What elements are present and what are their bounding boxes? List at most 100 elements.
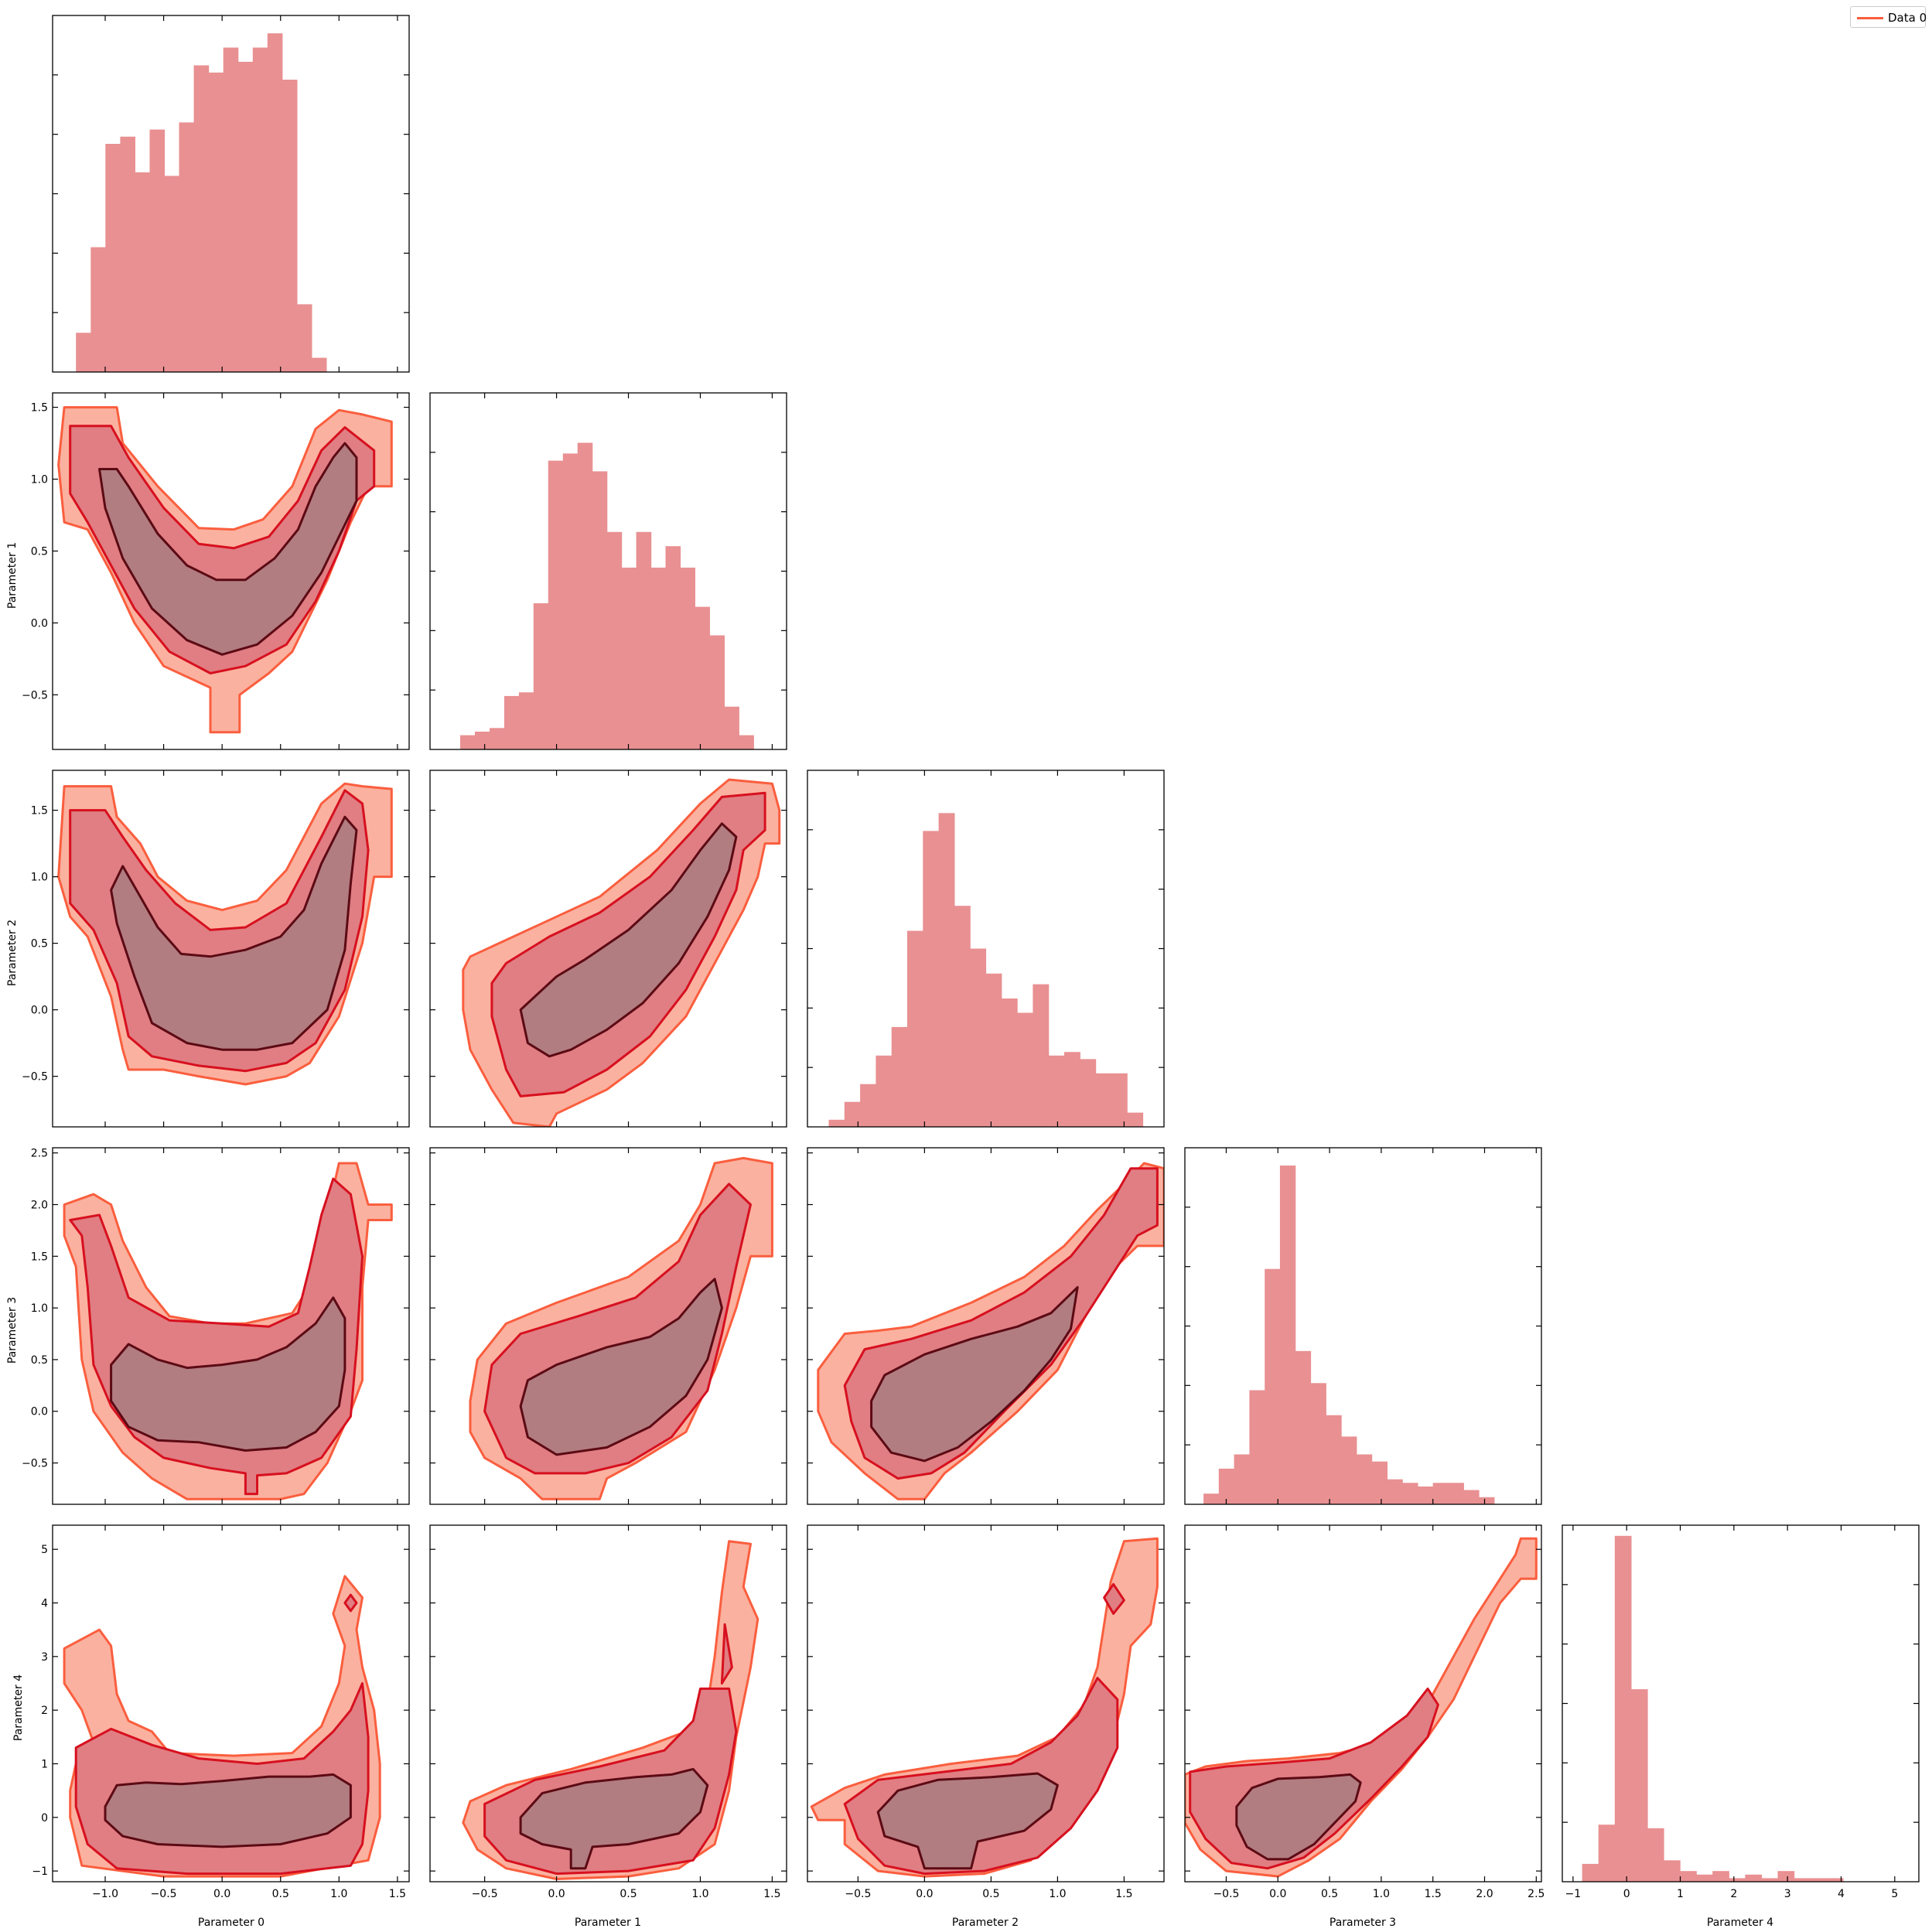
xtick-label-4-6: 5	[1891, 1888, 1898, 1900]
histogram-bar-parameter-0-6	[164, 176, 180, 372]
histogram-bar-parameter-2-5	[907, 930, 923, 1128]
histogram-bar-parameter-1-15	[680, 567, 695, 749]
ytick-label-3-6: 2.5	[31, 1148, 48, 1160]
panel-4-4: −1 0 1 2 3 4 5	[1562, 1524, 1920, 1900]
histogram-bar-parameter-1-14	[665, 546, 681, 749]
histogram-bar-parameter-4-6	[1680, 1871, 1697, 1882]
xtick-label-2-1: 0.0	[916, 1888, 933, 1900]
histogram-bar-parameter-3-2	[1234, 1454, 1250, 1504]
histogram-bar-parameter-0-2	[105, 144, 121, 372]
xlabel-parameter-1: Parameter 1	[575, 1917, 641, 1929]
histogram-bar-parameter-0-15	[296, 304, 312, 372]
panel-2-1	[429, 770, 787, 1128]
histogram-bar-parameter-3-11	[1371, 1461, 1388, 1504]
histogram-bar-parameter-4-4	[1647, 1828, 1664, 1882]
histogram-bar-parameter-0-4	[135, 172, 150, 373]
histogram-bar-parameter-4-1	[1598, 1824, 1616, 1882]
xtick-label-3-2: 0.5	[1321, 1888, 1338, 1900]
histogram-bar-parameter-1-13	[650, 567, 667, 749]
histogram-bar-parameter-1-0	[460, 735, 476, 749]
panel-frame-3-1	[429, 1147, 787, 1505]
histogram-bar-parameter-0-10	[223, 47, 239, 372]
legend-line-data-0	[1857, 17, 1883, 19]
histogram-bar-parameter-2-9	[970, 948, 987, 1127]
contour-group-4-3	[1185, 1537, 1538, 1878]
histogram-bar-parameter-2-4	[891, 1026, 908, 1127]
panel-frame-3-2	[807, 1147, 1165, 1505]
histogram-bar-parameter-2-6	[923, 831, 940, 1127]
xtick-label-1-3: 1.0	[691, 1888, 708, 1900]
ytick-label-3-3: 1.0	[31, 1302, 48, 1315]
histogram-bar-parameter-0-9	[208, 72, 224, 373]
ytick-label-1-1: 0.0	[31, 617, 48, 630]
ytick-label-1-4: 1.5	[31, 402, 48, 415]
xtick-label-2-2: 0.5	[982, 1888, 999, 1900]
histogram-bar-parameter-2-15	[1064, 1052, 1080, 1127]
ytick-label-2-1: 0.0	[31, 1005, 48, 1017]
histogram-bar-parameter-3-8	[1326, 1415, 1342, 1505]
panel-1-1	[429, 392, 787, 750]
histogram-bar-parameter-0-7	[179, 122, 195, 373]
xtick-label-4-1: 0	[1623, 1888, 1630, 1900]
contour-group-3-1	[469, 1156, 773, 1500]
corner-plot-panels: −0.5 0.0 0.5 1.0 1.5 −0.5 0.0 0.5 1.0 1.5 −0.5 0.0 0…	[22, 15, 1920, 1900]
ytick-label-4-2: 1	[41, 1758, 48, 1770]
histogram-bar-parameter-4-15	[1826, 1878, 1844, 1882]
histogram-bar-parameter-2-13	[1033, 984, 1050, 1127]
ytick-label-3-0: −0.5	[22, 1458, 48, 1470]
contour-inner-2-1-2	[519, 822, 738, 1058]
panel-4-1: −0.5 0.0 0.5 1.0 1.5	[429, 1524, 787, 1900]
xtick-label-0-1: −0.5	[151, 1888, 177, 1900]
panel-4-3: −0.5 0.0 0.5 1.0 1.5 2.0 2.5	[1184, 1524, 1545, 1900]
xtick-label-4-2: 1	[1677, 1888, 1684, 1900]
contour-inner-4-1-3	[519, 1767, 709, 1870]
xtick-label-3-6: 2.5	[1528, 1888, 1545, 1900]
contour-group-3-0	[63, 1162, 393, 1500]
contour-group-2-0	[57, 782, 393, 1086]
histogram-bar-parameter-3-6	[1295, 1350, 1312, 1504]
histogram-bar-parameter-4-11	[1761, 1878, 1779, 1882]
ylabel-parameter-2: Parameter 2	[6, 920, 19, 986]
xtick-label-3-3: 1.0	[1373, 1888, 1390, 1900]
xtick-label-0-0: −1.0	[92, 1888, 118, 1900]
ylabel-parameter-4: Parameter 4	[12, 1674, 25, 1741]
xtick-label-1-1: 0.0	[548, 1888, 565, 1900]
histogram-bar-parameter-2-7	[938, 813, 955, 1127]
histogram-bar-parameter-4-14	[1810, 1878, 1828, 1882]
contour-inner-4-3-2	[1235, 1773, 1362, 1861]
histogram-bar-parameter-1-16	[695, 606, 710, 749]
axis-labels: Parameter 0 Parameter 1 Parameter 2 Para…	[6, 542, 1773, 1929]
ytick-label-4-6: 5	[41, 1544, 48, 1556]
panel-frame-4-1	[429, 1524, 787, 1883]
histogram-bar-parameter-1-7	[562, 453, 579, 749]
histogram-bar-parameter-3-12	[1387, 1479, 1403, 1504]
histogram-bar-parameter-1-1	[475, 732, 490, 750]
histogram-bar-parameter-0-3	[120, 136, 135, 372]
histogram-bar-parameter-0-14	[282, 80, 298, 372]
histogram-bar-parameter-2-12	[1017, 1012, 1033, 1127]
panel-3-1	[429, 1147, 787, 1505]
xlabel-parameter-3: Parameter 3	[1330, 1917, 1396, 1929]
histogram-bar-parameter-3-15	[1432, 1483, 1449, 1504]
xtick-label-0-5: 1.5	[389, 1888, 406, 1900]
histogram-bar-parameter-4-0	[1582, 1863, 1599, 1882]
histogram-bar-parameter-2-0	[828, 1119, 845, 1127]
xtick-label-1-4: 1.5	[763, 1888, 780, 1900]
histogram-bar-parameter-4-5	[1664, 1860, 1681, 1882]
histogram-bar-parameter-2-2	[860, 1084, 876, 1127]
contour-group-4-1	[462, 1540, 759, 1880]
panel-2-0: −0.5 0.0 0.5 1.0 1.5	[22, 770, 410, 1128]
histogram-bar-parameter-3-10	[1356, 1454, 1373, 1504]
histogram-bar-parameter-1-9	[592, 471, 608, 749]
histogram-bar-parameter-0-12	[252, 47, 268, 372]
contour-group-3-2	[817, 1162, 1164, 1500]
panel-frame-4-0	[52, 1524, 410, 1883]
ytick-label-4-5: 4	[41, 1598, 48, 1610]
legend: Data 0	[1850, 6, 1927, 28]
ytick-label-1-3: 1.0	[31, 474, 48, 486]
histogram-bar-parameter-3-13	[1402, 1483, 1418, 1504]
xtick-label-3-1: 0.0	[1269, 1888, 1286, 1900]
histogram-bar-parameter-3-16	[1448, 1483, 1464, 1504]
histogram-bar-parameter-2-16	[1080, 1059, 1097, 1127]
histogram-bar-parameter-2-14	[1048, 1055, 1065, 1127]
